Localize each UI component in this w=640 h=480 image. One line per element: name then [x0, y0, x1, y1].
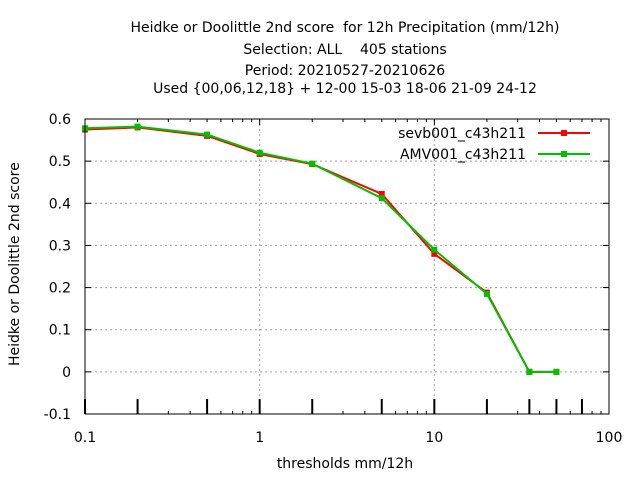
- legend-marker: [561, 130, 567, 136]
- data-point: [553, 368, 560, 375]
- data-point: [431, 250, 438, 257]
- y-tick-label: -0.1: [44, 407, 71, 423]
- series-layer: [82, 123, 560, 375]
- chart-title-line-2: Selection: ALL 405 stations: [243, 42, 447, 58]
- data-point: [431, 246, 438, 253]
- x-tick-label: 100: [596, 430, 623, 446]
- legend-label: AMV001_c43h211: [400, 147, 526, 163]
- data-point: [378, 195, 385, 202]
- grid: [85, 119, 609, 414]
- plot-frame: [84, 118, 610, 415]
- y-tick-label: 0: [62, 365, 71, 381]
- data-point: [134, 123, 141, 130]
- data-point: [204, 131, 211, 138]
- chart-title-line-1: Heidke or Doolittle 2nd score for 12h Pr…: [130, 20, 560, 36]
- y-axis-label: Heidke or Doolittle 2nd score: [7, 162, 23, 366]
- data-point: [256, 149, 263, 156]
- y-tick-label: 0.4: [49, 196, 71, 212]
- legend-label: sevb001_c43h211: [398, 126, 526, 142]
- y-tick-label: 0.5: [49, 154, 71, 170]
- data-point: [526, 368, 533, 375]
- data-point: [378, 191, 385, 198]
- y-tick-label: 0.1: [49, 323, 71, 339]
- y-tick-label: 0.3: [49, 238, 71, 254]
- axis-ticks: -0.1 0 0.1 0.2 0.3 0.4 0.5 0.6 0.1 1 10 100: [44, 112, 623, 446]
- legend-marker: [561, 151, 567, 157]
- data-point: [309, 160, 316, 167]
- x-axis-label: thresholds mm/12h: [276, 456, 414, 472]
- legend: sevb001_c43h211 AMV001_c43h211: [398, 126, 590, 163]
- series-line: [84, 126, 557, 373]
- x-tick-label: 1: [255, 430, 264, 446]
- x-tick-label: 10: [425, 430, 443, 446]
- chart-title-line-3: Period: 20210527-20210626: [244, 63, 446, 79]
- x-tick-label: 0.1: [74, 430, 96, 446]
- threshold-rug: [84, 399, 583, 414]
- y-tick-label: 0.2: [49, 281, 71, 297]
- legend-entry-2: AMV001_c43h211: [400, 147, 590, 163]
- legend-entry-1: sevb001_c43h211: [398, 126, 590, 142]
- chart-title-line-4: Used {00,06,12,18} + 12-00 15-03 18-06 2…: [153, 81, 537, 97]
- data-point: [483, 290, 490, 297]
- y-tick-label: 0.6: [49, 112, 71, 128]
- series-line: [84, 125, 557, 373]
